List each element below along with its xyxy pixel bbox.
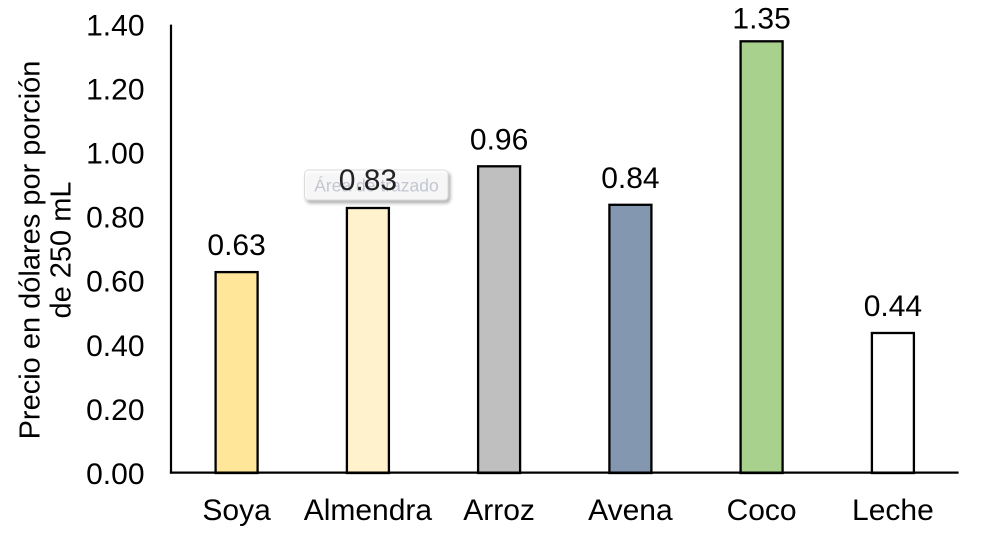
svg-text:Coco: Coco (727, 494, 797, 527)
svg-text:0.40: 0.40 (86, 330, 144, 363)
svg-text:Soya: Soya (202, 494, 271, 527)
svg-text:Almendra: Almendra (304, 494, 433, 527)
svg-text:0.80: 0.80 (86, 202, 144, 235)
svg-text:0.96: 0.96 (470, 123, 528, 156)
svg-text:de 250 mL: de 250 mL (46, 181, 78, 318)
svg-text:1.40: 1.40 (86, 9, 144, 42)
svg-text:0.63: 0.63 (207, 229, 265, 262)
svg-text:1.00: 1.00 (86, 138, 144, 171)
svg-text:Avena: Avena (588, 494, 673, 527)
svg-text:0.44: 0.44 (864, 290, 922, 323)
svg-text:0.83: 0.83 (339, 164, 397, 197)
svg-text:Arroz: Arroz (463, 494, 535, 527)
svg-text:0.84: 0.84 (601, 162, 659, 195)
svg-text:Leche: Leche (852, 494, 934, 527)
svg-text:0.00: 0.00 (86, 458, 144, 491)
svg-text:1.20: 1.20 (86, 73, 144, 106)
svg-text:Precio en dólares por porción: Precio en dólares por porción (15, 61, 47, 440)
svg-text:0.60: 0.60 (86, 266, 144, 299)
svg-text:1.35: 1.35 (732, 2, 790, 35)
svg-text:Área de trazado: Área de trazado (314, 176, 439, 196)
svg-text:0.20: 0.20 (86, 394, 144, 427)
